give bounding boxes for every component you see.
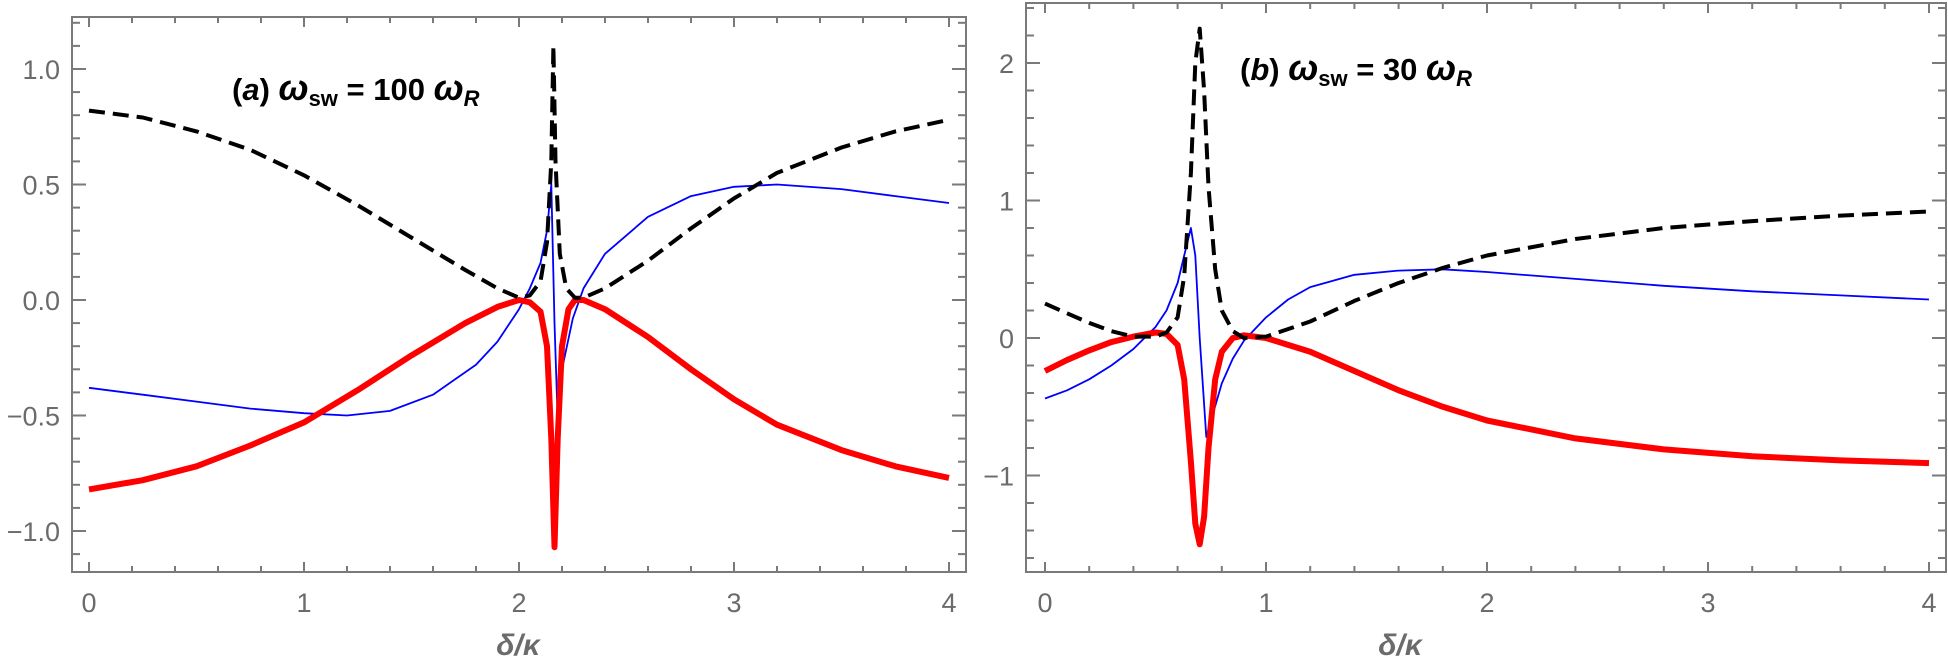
panel-a-chart: −1.0 −0.5 0.0 0.5 1.0 0 1 2 3 4 (a) ωsw = 100 ωR… [7,16,967,662]
y-tick-label: 1.0 [22,55,60,85]
y-tick-label: 0 [999,324,1014,354]
y-tick-label: −1 [983,462,1014,492]
x-tick-label: 0 [1037,588,1052,618]
series-black-dashed [1044,26,1930,340]
panel-a-title: (a) ωsw = 100 ωR [232,67,480,111]
y-tick-label: 0.0 [22,286,60,316]
x-tick-label: 1 [296,588,311,618]
y-tick-label: −1.0 [7,517,60,547]
y-tick-label: 2 [999,49,1014,79]
panel-b-chart: −1 0 1 2 0 1 2 3 4 (b) ωsw = 30 ωR δ/κ [983,2,1947,662]
panel-a-series [88,43,950,551]
panel-b-title: (b) ωsw = 30 ωR [1240,47,1472,91]
x-tick-label: 3 [726,588,741,618]
panel-a-x-tick-labels: 0 1 2 3 4 [81,588,956,618]
series-red-thick [1043,329,1930,548]
panel-a-frame [71,16,967,573]
series-black-dashed [88,43,950,300]
x-tick-label: 2 [1479,588,1494,618]
panel-b-x-axis-label: δ/κ [1378,629,1424,662]
x-tick-label: 3 [1700,588,1715,618]
panel-b-frame [1025,2,1947,573]
panel-b-ticks [1026,3,1946,572]
panel-b-x-tick-labels: 0 1 2 3 4 [1037,588,1936,618]
y-tick-label: −0.5 [7,402,60,432]
series-red-thick [88,297,950,551]
x-tick-label: 0 [81,588,96,618]
x-tick-label: 4 [1921,588,1936,618]
x-tick-label: 1 [1258,588,1273,618]
panel-a-ticks [72,17,966,572]
y-tick-label: 1 [999,187,1014,217]
x-tick-label: 4 [941,588,956,618]
series-blue-thin [1044,227,1930,438]
panel-b-series [1043,26,1930,548]
panel-a-x-axis-label: δ/κ [496,629,542,662]
y-tick-label: 0.5 [22,171,60,201]
panel-b-y-tick-labels: −1 0 1 2 [983,49,1014,492]
x-tick-label: 2 [511,588,526,618]
panel-a-y-tick-labels: −1.0 −0.5 0.0 0.5 1.0 [7,55,60,547]
